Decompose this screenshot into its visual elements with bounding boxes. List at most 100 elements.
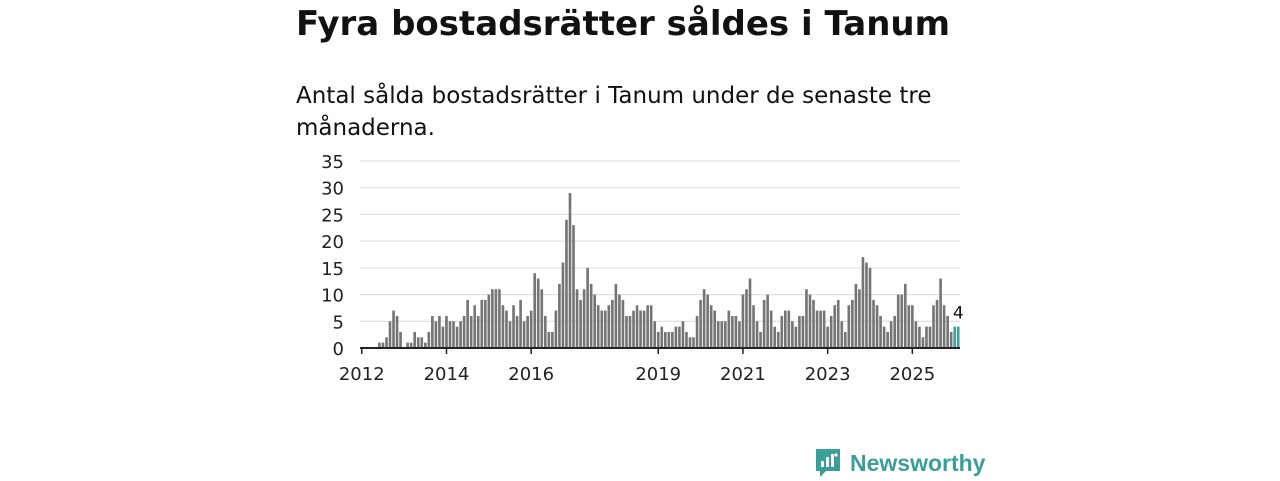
bar — [858, 289, 861, 348]
bar — [483, 299, 487, 348]
chart-container: Fyra bostadsrätter såldes i Tanum Antal … — [296, 0, 976, 480]
bar — [448, 321, 452, 348]
x-tick-label: 2025 — [889, 364, 935, 385]
bar — [565, 219, 568, 348]
bar — [501, 305, 505, 348]
bar — [741, 294, 745, 348]
y-tick-label: 35 — [321, 152, 344, 173]
bar — [695, 315, 699, 348]
bar — [642, 310, 646, 348]
bar — [833, 305, 837, 348]
bar — [459, 321, 462, 348]
bar — [656, 331, 660, 348]
bar — [667, 331, 671, 348]
bar — [423, 342, 427, 348]
bar — [688, 337, 692, 348]
bar — [709, 305, 713, 348]
bar — [611, 299, 614, 348]
bar — [476, 315, 480, 348]
bar — [558, 283, 561, 348]
bar — [582, 289, 586, 348]
y-tick-label: 10 — [321, 286, 344, 307]
y-tick-label: 0 — [333, 339, 344, 360]
bar — [903, 283, 907, 348]
bar — [699, 299, 702, 348]
bar — [921, 337, 925, 348]
bar — [579, 299, 582, 348]
bar — [738, 321, 741, 348]
bar — [473, 305, 477, 348]
bar — [727, 310, 731, 348]
bar — [681, 321, 685, 348]
bar — [914, 321, 918, 348]
bar — [886, 331, 889, 348]
bar — [766, 294, 769, 348]
bar — [748, 278, 752, 348]
bar — [413, 331, 417, 348]
bar — [596, 305, 600, 348]
bar — [561, 262, 565, 348]
bar — [491, 289, 494, 348]
bar — [512, 305, 515, 348]
bar — [946, 315, 949, 348]
bar — [438, 315, 441, 348]
bar — [388, 321, 392, 348]
bar — [632, 310, 635, 348]
bar — [568, 193, 572, 348]
x-tick-label: 2014 — [424, 364, 470, 385]
bar — [893, 315, 897, 348]
bar — [861, 257, 865, 348]
bar — [843, 331, 847, 348]
bar — [663, 331, 667, 348]
y-tick-label: 15 — [321, 259, 344, 280]
bar — [798, 315, 801, 348]
bar — [466, 299, 469, 348]
bar — [713, 310, 717, 348]
bar — [759, 331, 762, 348]
bar — [455, 326, 459, 348]
bar — [854, 283, 858, 348]
bar — [409, 342, 413, 348]
bar — [907, 305, 911, 348]
bar — [494, 289, 498, 348]
bar — [801, 315, 805, 348]
newsworthy-logo: Newsworthy — [814, 445, 985, 481]
bar — [745, 289, 748, 348]
x-tick-label: 2021 — [720, 364, 766, 385]
x-tick-label: 2023 — [805, 364, 851, 385]
bar — [879, 315, 882, 348]
bar — [900, 294, 904, 348]
chart-subtitle: Antal sålda bostadsrätter i Tanum under … — [296, 83, 932, 141]
bar — [487, 294, 491, 348]
bar — [589, 283, 593, 348]
bar — [519, 299, 522, 348]
bar — [805, 289, 808, 348]
bar — [808, 294, 812, 348]
bar — [593, 294, 597, 348]
bar — [840, 321, 844, 348]
bar — [452, 321, 455, 348]
bar — [603, 310, 607, 348]
bar — [872, 299, 875, 348]
x-tick-label: 2019 — [635, 364, 681, 385]
bar — [540, 289, 544, 348]
bar — [826, 326, 829, 348]
bar — [882, 326, 886, 348]
bar — [543, 315, 547, 348]
bar — [392, 310, 395, 348]
bar — [822, 310, 826, 348]
bar — [949, 331, 953, 348]
bar — [720, 321, 724, 348]
bar — [547, 331, 551, 348]
bar — [639, 310, 642, 348]
bar — [434, 321, 438, 348]
bar — [649, 305, 653, 348]
bar — [625, 315, 628, 348]
bar — [762, 299, 766, 348]
bar — [572, 225, 575, 348]
bar — [628, 315, 632, 348]
bar — [660, 326, 664, 348]
bar — [932, 305, 935, 348]
bar — [395, 315, 399, 348]
bar — [836, 299, 840, 348]
